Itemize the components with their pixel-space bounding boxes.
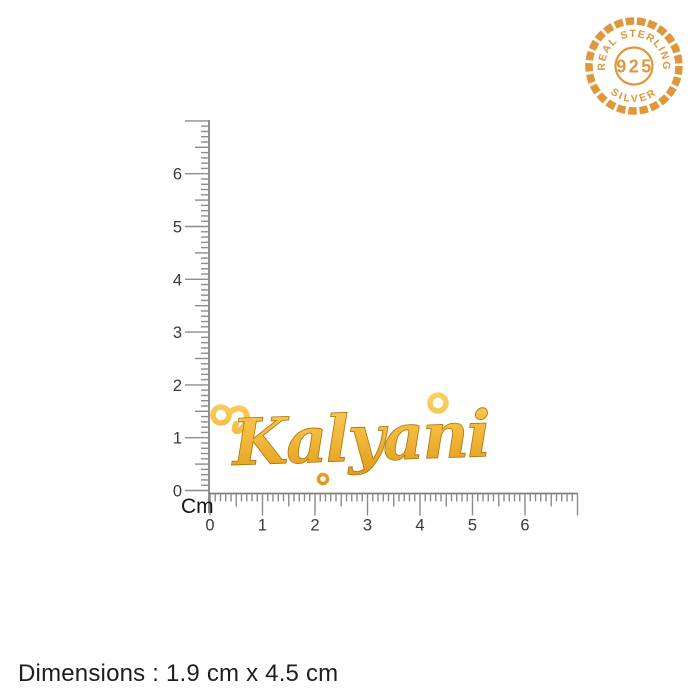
horizontal-ruler-number: 1 [258, 517, 267, 535]
badge-bottom-text: SILVER [608, 86, 659, 105]
pendant: Kalyani [210, 392, 491, 486]
horizontal-ruler-number: 4 [415, 517, 424, 535]
sterling-silver-badge: REAL STERLING 925 SILVER [585, 17, 683, 115]
vertical-ruler-number: 1 [173, 430, 182, 448]
badge-bottom-text-path: SILVER [608, 86, 657, 105]
badge-inner-circle-icon [614, 46, 654, 86]
badge-925-text: 925 [616, 57, 654, 77]
pendant-left-ring-icon [210, 404, 232, 426]
horizontal-ruler-number: 2 [310, 517, 319, 535]
horizontal-ruler-number: 0 [205, 517, 214, 535]
pendant-descender-loop [316, 472, 330, 486]
vertical-ruler-number: 3 [173, 324, 182, 342]
pendant-right-ring-icon [427, 392, 449, 414]
vertical-ruler-number: 6 [173, 166, 182, 184]
horizontal-ruler-number: 3 [363, 517, 372, 535]
vertical-ruler-number: 2 [173, 377, 182, 395]
horizontal-ruler-number: 5 [468, 517, 477, 535]
pendant-left-flourish [226, 405, 250, 434]
vertical-ruler: 0 1 2 3 4 5 6 [173, 120, 210, 513]
horizontal-ruler: 0 1 2 3 4 5 6 [205, 492, 579, 535]
vertical-ruler-number: 0 [173, 483, 182, 501]
vertical-ruler-number: 4 [173, 271, 182, 289]
horizontal-ruler-number: 6 [520, 517, 529, 535]
badge-dashed-ring-icon [585, 17, 683, 115]
vertical-ruler-number: 5 [173, 219, 182, 237]
pendant-name-text: Kalyani [229, 397, 490, 481]
ruler-unit-label: Cm [181, 495, 214, 518]
dimensions-text: Dimensions : 1.9 cm x 4.5 cm [18, 660, 339, 687]
